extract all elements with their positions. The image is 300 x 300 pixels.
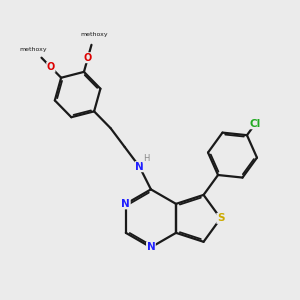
Text: O: O <box>47 62 55 72</box>
Text: Cl: Cl <box>250 119 261 129</box>
Text: N: N <box>135 162 144 172</box>
Text: S: S <box>217 213 224 224</box>
Text: methoxy: methoxy <box>20 47 47 52</box>
Text: N: N <box>146 242 155 252</box>
Text: H: H <box>143 154 149 163</box>
Text: methoxy: methoxy <box>81 32 108 37</box>
Text: O: O <box>84 53 92 63</box>
Text: N: N <box>122 199 130 209</box>
